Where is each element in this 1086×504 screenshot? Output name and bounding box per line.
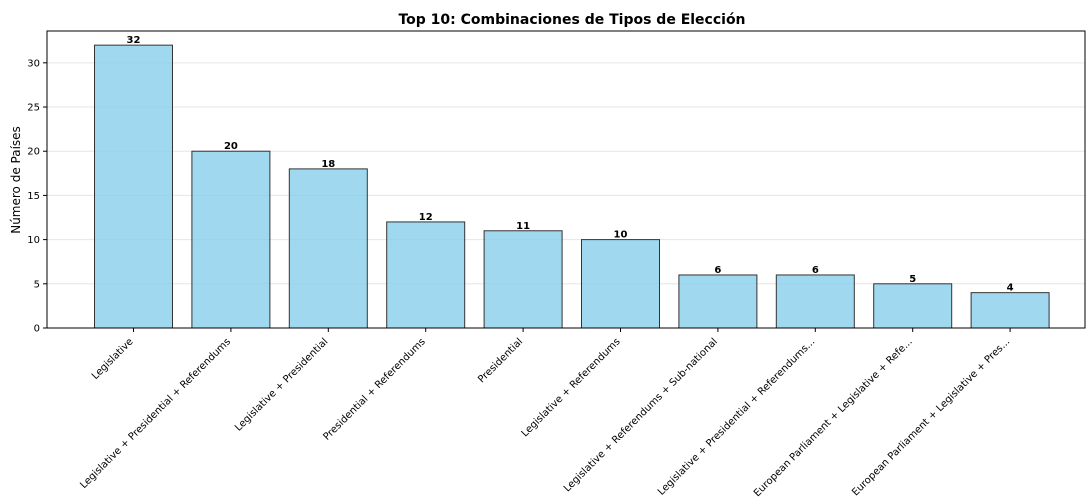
data-label: 12 xyxy=(419,212,433,223)
y-tick-label: 15 xyxy=(27,191,40,202)
bar xyxy=(678,274,758,329)
data-label: 5 xyxy=(909,274,916,285)
y-tick-label: 5 xyxy=(34,279,40,290)
plot-frame xyxy=(46,30,1086,329)
data-label: 11 xyxy=(516,221,530,232)
data-label: 6 xyxy=(714,265,721,276)
x-tick-label: Presidential + Referendums xyxy=(321,336,427,442)
data-label: 4 xyxy=(1007,283,1014,294)
bar xyxy=(970,292,1050,329)
x-tick-label: Legislative xyxy=(90,336,136,382)
x-tick-label: European Parliament + Legislative + Pres… xyxy=(850,336,1012,498)
chart-title: Top 10: Combinaciones de Tipos de Elecci… xyxy=(398,12,745,28)
bar xyxy=(288,168,368,329)
x-tick-label: Legislative + Referendums xyxy=(520,336,623,439)
y-tick-label: 20 xyxy=(27,147,40,158)
y-tick-label: 25 xyxy=(27,103,40,114)
axes-layer xyxy=(43,30,1086,332)
bar xyxy=(483,230,563,329)
data-label: 20 xyxy=(224,141,238,152)
data-label: 18 xyxy=(321,159,335,170)
bar xyxy=(94,44,173,329)
data-label: 10 xyxy=(614,230,628,241)
x-tick-label: European Parliament + Legislative + Refe… xyxy=(752,336,915,499)
bar xyxy=(581,239,660,329)
bars-layer xyxy=(94,44,1050,329)
x-tick-label: Legislative + Presidential + Referendums xyxy=(78,336,233,491)
x-tick-label: Presidential xyxy=(476,336,525,385)
y-tick-label: 10 xyxy=(27,235,40,246)
data-label: 6 xyxy=(812,265,819,276)
x-tick-label: Legislative + Referendums + Sub-national xyxy=(562,336,720,494)
x-tick-label: Legislative + Presidential xyxy=(233,336,330,433)
bar xyxy=(191,150,271,329)
bar xyxy=(873,283,953,329)
y-axis-label: Número de Países xyxy=(9,126,23,234)
data-label: 32 xyxy=(127,35,141,46)
bar xyxy=(386,221,466,329)
y-tick-label: 0 xyxy=(34,324,40,335)
x-tick-label: Legislative + Presidential + Referendums… xyxy=(656,336,817,497)
bar xyxy=(775,274,855,329)
y-tick-label: 30 xyxy=(27,58,40,69)
